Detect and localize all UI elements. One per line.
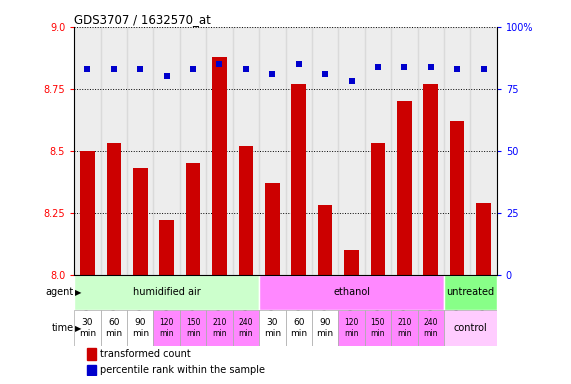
Text: percentile rank within the sample: percentile rank within the sample [100,365,266,375]
Bar [286,27,312,275]
Point [83,66,92,72]
Point [215,61,224,67]
Bar [206,310,233,346]
Bar [286,310,312,346]
Bar [87,365,96,375]
Text: control: control [453,323,487,333]
Text: untreated: untreated [447,287,494,297]
Bar [391,27,417,275]
Point [188,66,198,72]
Bar [417,27,444,275]
Point [320,71,329,77]
Bar [74,310,100,346]
Bar [344,250,359,275]
Point [242,66,251,72]
Point [268,71,277,77]
Bar [239,146,253,275]
Text: ethanol: ethanol [333,287,370,297]
Bar [133,168,147,275]
Bar [233,27,259,275]
Text: ▶: ▶ [74,288,81,297]
Bar [127,27,154,275]
Point [347,78,356,84]
Text: 90
min: 90 min [316,318,333,338]
Bar [444,27,471,275]
Bar [444,275,497,310]
Bar [127,310,154,346]
Text: ▶: ▶ [74,324,81,333]
Bar [338,310,365,346]
Text: 60
min: 60 min [290,318,307,338]
Bar [371,143,385,275]
Bar [259,275,444,310]
Text: 150
min: 150 min [186,318,200,338]
Bar [391,310,417,346]
Point [136,66,145,72]
Text: humidified air: humidified air [133,287,200,297]
Bar [206,27,233,275]
Bar [318,205,332,275]
Bar [338,27,365,275]
Bar [365,310,391,346]
Text: 150
min: 150 min [371,318,385,338]
Bar [265,183,280,275]
Text: transformed count: transformed count [100,349,191,359]
Bar [180,310,206,346]
Point [400,63,409,70]
Point [294,61,303,67]
Bar [259,27,286,275]
Bar [312,310,338,346]
Bar [259,310,286,346]
Point [479,66,488,72]
Point [109,66,118,72]
Bar [291,84,306,275]
Bar [74,275,259,310]
Point [453,66,462,72]
Text: 210
min: 210 min [212,318,227,338]
Text: 30
min: 30 min [264,318,281,338]
Text: 90
min: 90 min [132,318,149,338]
Point [373,63,383,70]
Text: 240
min: 240 min [239,318,253,338]
Bar [87,348,96,360]
Bar [154,27,180,275]
Bar [159,220,174,275]
Bar [471,27,497,275]
Bar [233,310,259,346]
Bar [100,310,127,346]
Bar [450,121,464,275]
Text: agent: agent [46,287,74,297]
Bar [80,151,95,275]
Bar [424,84,438,275]
Text: 240
min: 240 min [424,318,438,338]
Text: 210
min: 210 min [397,318,412,338]
Bar [397,101,412,275]
Bar [186,163,200,275]
Text: 120
min: 120 min [159,318,174,338]
Bar [100,27,127,275]
Point [426,63,435,70]
Text: 120
min: 120 min [344,318,359,338]
Bar [212,56,227,275]
Bar [154,310,180,346]
Text: time: time [51,323,74,333]
Point [162,73,171,79]
Bar [365,27,391,275]
Bar [74,27,100,275]
Bar [312,27,338,275]
Bar [180,27,206,275]
Text: GDS3707 / 1632570_at: GDS3707 / 1632570_at [74,13,211,26]
Bar [444,310,497,346]
Text: 30
min: 30 min [79,318,96,338]
Bar [107,143,121,275]
Text: 60
min: 60 min [105,318,122,338]
Bar [476,203,491,275]
Bar [417,310,444,346]
